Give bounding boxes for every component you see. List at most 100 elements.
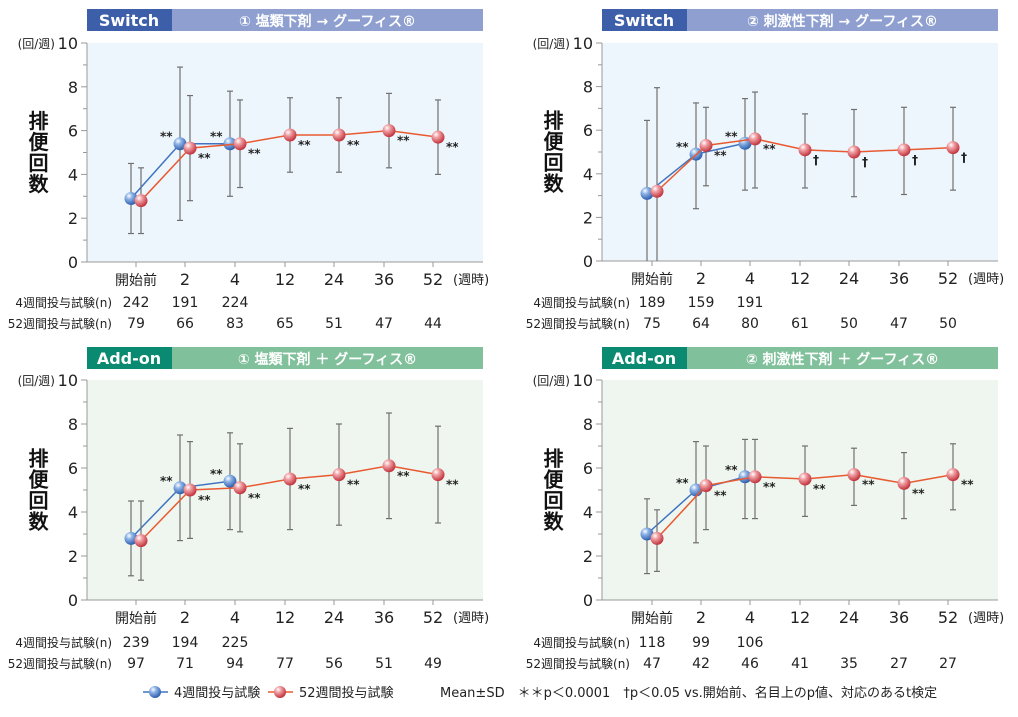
data-point	[699, 479, 713, 493]
panel-tag: Switch	[614, 11, 674, 30]
n-row-label: 4週間投与試験(n)	[15, 295, 112, 310]
significance-marker: **	[160, 474, 173, 488]
n-value: 194	[172, 635, 199, 651]
series-52wk: ** ** ** ** ** **	[650, 438, 974, 573]
y-axis-label: 排便回数	[540, 109, 564, 194]
n-value: 50	[939, 316, 957, 332]
chart-title: ① 塩類下剤 → グーフィス®	[239, 13, 416, 30]
n-value: 56	[325, 656, 343, 672]
y-tick-label: 4	[68, 165, 78, 184]
data-point	[640, 527, 654, 541]
panel-tag-bg	[87, 9, 172, 31]
chart-panel: Add-on ① 塩類下剤 ＋ グーフィス®0246810(回/週)排便回数開始前…	[8, 347, 489, 672]
legend-label-4wk: 4週間投与試験	[174, 685, 260, 701]
series-52wk: ** ** † † † †	[650, 87, 967, 261]
series-52wk: ** ** ** ** ** **	[134, 92, 459, 235]
y-tick-label: 2	[68, 209, 78, 228]
y-tick-label: 8	[583, 415, 593, 434]
x-tick-label: 12	[790, 269, 810, 288]
n-value: 239	[123, 635, 150, 651]
n-value: 118	[639, 635, 666, 651]
x-tick-label: 52	[938, 608, 958, 627]
n-value: 66	[176, 316, 194, 332]
y-axis-label: 排便回数	[25, 109, 49, 194]
n-value: 61	[791, 316, 809, 332]
x-tick-label: 36	[889, 269, 909, 288]
n-value: 80	[741, 316, 759, 332]
n-value: 94	[226, 656, 244, 672]
series-4wk: ** **	[124, 432, 237, 577]
data-point	[847, 468, 861, 482]
data-point	[431, 130, 445, 144]
data-point	[382, 124, 396, 138]
chart-title: ① 塩類下剤 ＋ グーフィス®	[238, 351, 417, 368]
y-tick-label: 6	[68, 459, 78, 478]
data-point	[283, 128, 297, 142]
n-value: 50	[840, 316, 858, 332]
panel-header	[87, 347, 483, 369]
significance-marker: †	[813, 153, 819, 167]
significance-marker: †	[862, 155, 868, 169]
data-point	[738, 470, 752, 484]
x-axis-unit: (週時)	[453, 273, 489, 288]
significance-marker: **	[248, 491, 261, 505]
data-point	[332, 128, 346, 142]
x-tick-label: 4	[230, 270, 240, 289]
x-tick-label: 52	[423, 608, 443, 627]
n-value: 47	[890, 316, 908, 332]
n-value: 64	[692, 316, 710, 332]
data-point	[134, 534, 148, 548]
x-tick-label: 4	[230, 608, 240, 627]
significance-marker: **	[725, 129, 738, 143]
significance-marker: **	[347, 138, 360, 152]
data-point	[650, 531, 664, 545]
n-value: 77	[276, 656, 294, 672]
x-tick-label: 24	[324, 608, 344, 627]
panel-tag: Switch	[99, 11, 159, 30]
chart-title: ② 刺激性下剤 ＋ グーフィス®	[746, 351, 939, 368]
x-tick-label: 36	[374, 270, 394, 289]
x-tick-label: 4	[745, 269, 755, 288]
panel-tag-bg	[602, 9, 687, 31]
panel-header	[602, 347, 998, 369]
n-value: 83	[226, 316, 244, 332]
x-tick-label: 開始前	[115, 272, 157, 289]
y-axis-label: 排便回数	[540, 447, 564, 532]
x-tick-label: 開始前	[631, 271, 673, 288]
significance-marker: †	[961, 151, 967, 165]
significance-marker: **	[210, 130, 223, 144]
n-value: 47	[643, 656, 661, 672]
x-tick-label: 2	[696, 608, 706, 627]
data-point	[640, 186, 654, 200]
significance-marker: **	[763, 142, 776, 156]
y-tick-label: 10	[58, 371, 78, 390]
y-tick-label: 10	[573, 371, 593, 390]
significance-marker: **	[725, 463, 738, 477]
n-value: 191	[737, 295, 764, 311]
legend: 4週間投与試験 52週間投与試験 Mean±SD ＊＊p＜0.0001 †p＜0…	[143, 685, 937, 701]
y-tick-label: 2	[583, 208, 593, 227]
n-row-label: 4週間投与試験(n)	[15, 635, 112, 650]
y-tick-label: 2	[68, 547, 78, 566]
panel-header	[602, 9, 998, 31]
significance-marker: **	[714, 148, 727, 162]
x-tick-label: 36	[889, 608, 909, 627]
data-point	[124, 531, 138, 545]
significance-marker: **	[446, 140, 459, 154]
plot-area	[87, 380, 483, 600]
chart-title: ② 刺激性下剤 → グーフィス®	[747, 13, 938, 30]
legend-marker-4wk	[149, 686, 161, 698]
y-axis-label: 排便回数	[25, 447, 49, 532]
x-tick-label: 12	[275, 270, 295, 289]
x-tick-label: 52	[938, 269, 958, 288]
n-value: 189	[639, 295, 666, 311]
n-row-label: 4週間投与試験(n)	[533, 635, 630, 650]
significance-marker: **	[210, 467, 223, 481]
data-point	[699, 138, 713, 152]
y-tick-label: 6	[583, 459, 593, 478]
n-row-label: 52週間投与試験(n)	[8, 656, 112, 671]
n-row-label: 52週間投与試験(n)	[8, 316, 112, 331]
panel-tag: Add-on	[612, 349, 676, 368]
x-tick-label: 24	[324, 270, 344, 289]
